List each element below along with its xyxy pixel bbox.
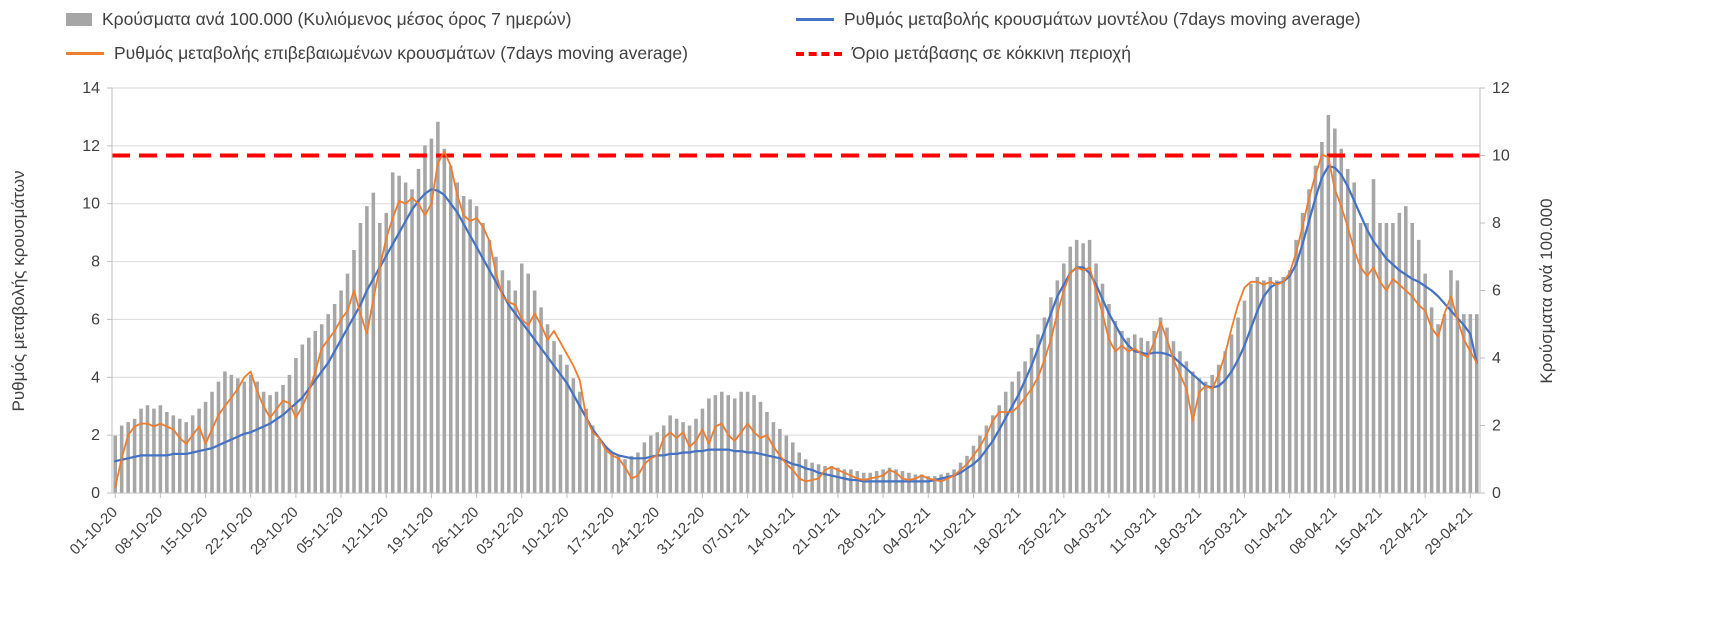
- svg-text:31-12-20: 31-12-20: [654, 504, 708, 558]
- svg-text:21-01-21: 21-01-21: [789, 504, 843, 558]
- svg-text:24-12-20: 24-12-20: [609, 504, 663, 558]
- svg-text:10: 10: [1492, 148, 1510, 165]
- svg-text:08-10-20: 08-10-20: [112, 504, 166, 558]
- svg-text:8: 8: [1492, 215, 1501, 232]
- svg-text:17-12-20: 17-12-20: [563, 504, 617, 558]
- legend-item-confirmed-line: Ρυθμός μεταβολής επιβεβαιωμένων κρουσμάτ…: [66, 43, 688, 64]
- svg-text:29-04-21: 29-04-21: [1422, 504, 1476, 558]
- svg-text:08-04-21: 08-04-21: [1286, 504, 1340, 558]
- legend: Κρούσματα ανά 100.000 (Κυλιόμενος μέσος …: [0, 0, 1712, 80]
- left-axis-title: Ρυθμός μεταβολής κρουσμάτων: [9, 171, 28, 412]
- svg-text:12: 12: [82, 138, 100, 155]
- confirmed-line-swatch-icon: [66, 52, 104, 55]
- legend-label-bars: Κρούσματα ανά 100.000 (Κυλιόμενος μέσος …: [102, 9, 572, 29]
- svg-text:4: 4: [1492, 350, 1501, 367]
- legend-item-bars: Κρούσματα ανά 100.000 (Κυλιόμενος μέσος …: [66, 9, 571, 30]
- svg-text:04-03-21: 04-03-21: [1060, 504, 1114, 558]
- threshold-swatch-icon: [796, 51, 842, 56]
- svg-text:22-10-20: 22-10-20: [202, 504, 256, 558]
- svg-text:14: 14: [82, 80, 100, 97]
- svg-text:28-01-21: 28-01-21: [834, 504, 888, 558]
- svg-text:07-01-21: 07-01-21: [699, 504, 753, 558]
- svg-text:01-04-21: 01-04-21: [1241, 504, 1295, 558]
- svg-text:04-02-21: 04-02-21: [880, 504, 934, 558]
- svg-text:10: 10: [82, 196, 100, 213]
- svg-text:15-10-20: 15-10-20: [157, 504, 211, 558]
- svg-text:26-11-20: 26-11-20: [429, 504, 483, 558]
- legend-item-threshold: Όριο μετάβασης σε κόκκινη περιοχή: [796, 43, 1131, 64]
- svg-text:25-03-21: 25-03-21: [1196, 504, 1250, 558]
- bars-series: [113, 115, 1479, 494]
- svg-text:2: 2: [91, 427, 100, 444]
- svg-text:05-11-20: 05-11-20: [293, 504, 347, 558]
- svg-text:11-02-21: 11-02-21: [926, 504, 980, 558]
- line-series: [112, 150, 1480, 489]
- svg-text:18-02-21: 18-02-21: [970, 504, 1024, 558]
- svg-text:4: 4: [91, 369, 100, 386]
- svg-text:11-03-21: 11-03-21: [1106, 504, 1160, 558]
- svg-text:6: 6: [91, 311, 100, 328]
- svg-text:22-04-21: 22-04-21: [1376, 504, 1430, 558]
- svg-text:18-03-21: 18-03-21: [1151, 504, 1205, 558]
- svg-text:6: 6: [1492, 283, 1501, 300]
- svg-text:01-10-20: 01-10-20: [67, 504, 121, 558]
- svg-text:19-11-20: 19-11-20: [384, 504, 438, 558]
- svg-text:0: 0: [1492, 485, 1501, 502]
- legend-label-confirmed-line: Ρυθμός μεταβολής επιβεβαιωμένων κρουσμάτ…: [114, 43, 688, 63]
- model-line-swatch-icon: [796, 18, 834, 21]
- bars-swatch-icon: [66, 13, 92, 26]
- svg-text:0: 0: [91, 485, 100, 502]
- right-axis-title: Κρούσματα ανά 100.000: [1537, 198, 1556, 383]
- svg-text:12: 12: [1492, 80, 1510, 97]
- svg-text:29-10-20: 29-10-20: [247, 504, 301, 558]
- svg-text:14-01-21: 14-01-21: [744, 504, 798, 558]
- svg-text:15-04-21: 15-04-21: [1331, 504, 1385, 558]
- svg-text:10-12-20: 10-12-20: [518, 504, 572, 558]
- gridlines: [112, 87, 1480, 436]
- svg-text:25-02-21: 25-02-21: [1015, 504, 1069, 558]
- legend-label-threshold: Όριο μετάβασης σε κόκκινη περιοχή: [852, 43, 1132, 63]
- svg-text:2: 2: [1492, 418, 1501, 435]
- svg-text:12-11-20: 12-11-20: [338, 504, 392, 558]
- svg-text:03-12-20: 03-12-20: [473, 504, 527, 558]
- legend-item-model-line: Ρυθμός μεταβολής κρουσμάτων μοντέλου (7d…: [796, 9, 1361, 30]
- svg-text:8: 8: [91, 254, 100, 271]
- legend-label-model-line: Ρυθμός μεταβολής κρουσμάτων μοντέλου (7d…: [844, 9, 1361, 29]
